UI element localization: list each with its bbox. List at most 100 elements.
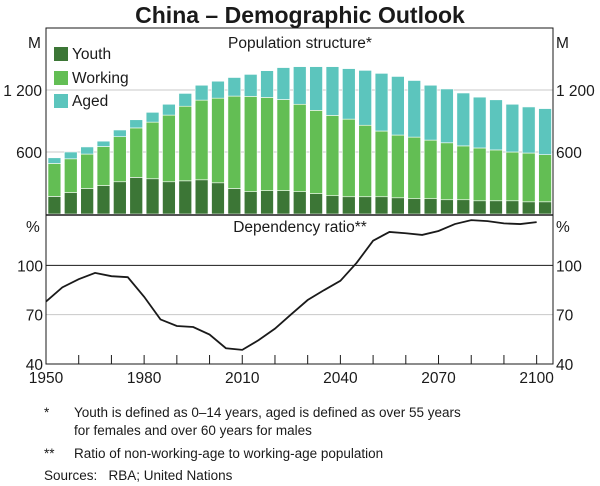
bar-aged-2070 — [440, 88, 454, 144]
bar-youth-2025 — [293, 191, 307, 215]
bar-aged-2045 — [358, 70, 372, 126]
bar-aged-2055 — [391, 76, 405, 136]
y-tick-label-right: 100 — [556, 258, 582, 275]
bar-aged-1995 — [194, 84, 209, 101]
y-tick-label-left: 1 200 — [3, 83, 42, 100]
footnote-1-text: Youth is defined as 0–14 years, aged is … — [74, 405, 461, 420]
bar-working-2085 — [489, 149, 503, 202]
y-tick-label-left: 600 — [16, 145, 42, 162]
chart: 600 600 1 200 1 200 40 40 70 70 100 100 1950 1980 2… — [3, 2, 595, 387]
bar-youth-2015 — [260, 190, 274, 215]
y-tick-label-right: 600 — [556, 145, 582, 162]
footnote-2: ** Ratio of non-working-age to working-a… — [44, 445, 584, 463]
y-tick-label-right: 40 — [556, 357, 574, 374]
bar-aged-2040 — [342, 68, 356, 120]
bar-youth-1975 — [129, 177, 143, 215]
bar-aged-1985 — [162, 103, 176, 116]
bar-youth-1950 — [47, 196, 62, 215]
bar-working-1960 — [80, 153, 94, 189]
bar-aged-1955 — [64, 151, 78, 160]
bar-aged-1980 — [145, 112, 160, 123]
y-tick-label-right: 1 200 — [556, 83, 595, 100]
bar-aged-2100 — [538, 108, 552, 155]
x-tick-label: 1980 — [127, 370, 162, 387]
bar-working-1985 — [162, 114, 176, 183]
bar-working-1975 — [129, 127, 143, 178]
bar-aged-2005 — [227, 77, 242, 97]
bar-aged-1990 — [178, 93, 192, 107]
legend-label-youth: Youth — [72, 46, 111, 63]
footnote-2-text: Ratio of non-working-age to working-age … — [74, 446, 384, 461]
bar-aged-2085 — [489, 99, 503, 151]
bar-youth-1980 — [145, 178, 160, 215]
bar-working-2075 — [456, 145, 471, 201]
bar-working-2035 — [325, 115, 340, 197]
x-tick-label: 1950 — [29, 370, 64, 387]
bar-aged-2030 — [309, 66, 323, 111]
top-right-unit: M — [556, 35, 569, 52]
population-panel: 600 600 1 200 1 200 — [3, 66, 595, 215]
bar-working-1965 — [96, 146, 111, 186]
y-tick-label-left: 100 — [17, 258, 43, 275]
bar-youth-2020 — [276, 190, 291, 215]
legend-swatch-working — [54, 71, 68, 85]
bar-aged-1970 — [113, 129, 127, 138]
bar-youth-1990 — [178, 180, 192, 215]
y-tick-label-left: 70 — [26, 308, 44, 325]
bar-aged-2035 — [325, 66, 340, 116]
bar-youth-2050 — [374, 196, 389, 215]
legend: Youth Working Aged — [54, 46, 129, 110]
bar-aged-2025 — [293, 66, 307, 105]
bar-youth-2095 — [521, 201, 536, 215]
bar-working-1990 — [178, 105, 192, 182]
dependency-ratio-line — [45, 219, 537, 351]
bar-working-2065 — [423, 139, 438, 200]
x-tick-label: 2010 — [225, 370, 260, 387]
bar-youth-2075 — [456, 199, 471, 215]
bar-aged-1950 — [47, 157, 62, 164]
bar-youth-2055 — [391, 197, 405, 215]
bar-working-2040 — [342, 118, 356, 198]
legend-swatch-aged — [54, 94, 68, 108]
bar-aged-2075 — [456, 92, 471, 147]
bar-aged-2015 — [260, 70, 274, 98]
bottom-left-unit: % — [26, 219, 40, 236]
bar-youth-2065 — [423, 198, 438, 215]
bar-youth-2005 — [227, 188, 242, 215]
x-tick-label: 2070 — [421, 370, 456, 387]
plot-frame — [45, 27, 554, 365]
bar-youth-2040 — [342, 196, 356, 215]
bar-youth-1955 — [64, 192, 78, 215]
bar-aged-2090 — [505, 103, 520, 153]
bar-youth-2035 — [325, 195, 340, 215]
bar-working-2090 — [505, 151, 520, 202]
bar-working-1995 — [194, 99, 209, 181]
bar-aged-2065 — [423, 84, 438, 141]
bar-youth-2010 — [243, 191, 258, 215]
bar-aged-2010 — [243, 74, 258, 97]
legend-label-working: Working — [72, 70, 129, 87]
bar-youth-1970 — [113, 181, 127, 215]
bar-youth-2100 — [538, 201, 552, 215]
bar-working-2055 — [391, 134, 405, 199]
footnote-2-mark: ** — [44, 446, 55, 461]
bottom-right-unit: % — [556, 219, 570, 236]
top-left-unit: M — [28, 35, 41, 52]
bar-aged-1965 — [96, 140, 111, 147]
bar-youth-2030 — [309, 193, 323, 215]
bar-youth-2090 — [505, 200, 520, 215]
bar-working-1950 — [47, 163, 62, 197]
y-tick-label-right: 70 — [556, 308, 574, 325]
bar-youth-2070 — [440, 199, 454, 215]
bar-working-2025 — [293, 103, 307, 192]
sources: Sources: RBA; United Nations — [44, 468, 233, 483]
bar-youth-1960 — [80, 188, 94, 215]
bar-working-2010 — [243, 96, 258, 192]
bar-youth-2000 — [211, 182, 225, 215]
bar-youth-1995 — [194, 179, 209, 215]
bar-aged-2000 — [211, 80, 225, 99]
bar-aged-2060 — [407, 80, 421, 138]
bar-youth-1985 — [162, 181, 176, 215]
dependency-panel: 40 40 70 70 100 100 1950 1980 2010 2040 2070 2100 — [17, 219, 582, 387]
bar-youth-2080 — [472, 200, 487, 215]
